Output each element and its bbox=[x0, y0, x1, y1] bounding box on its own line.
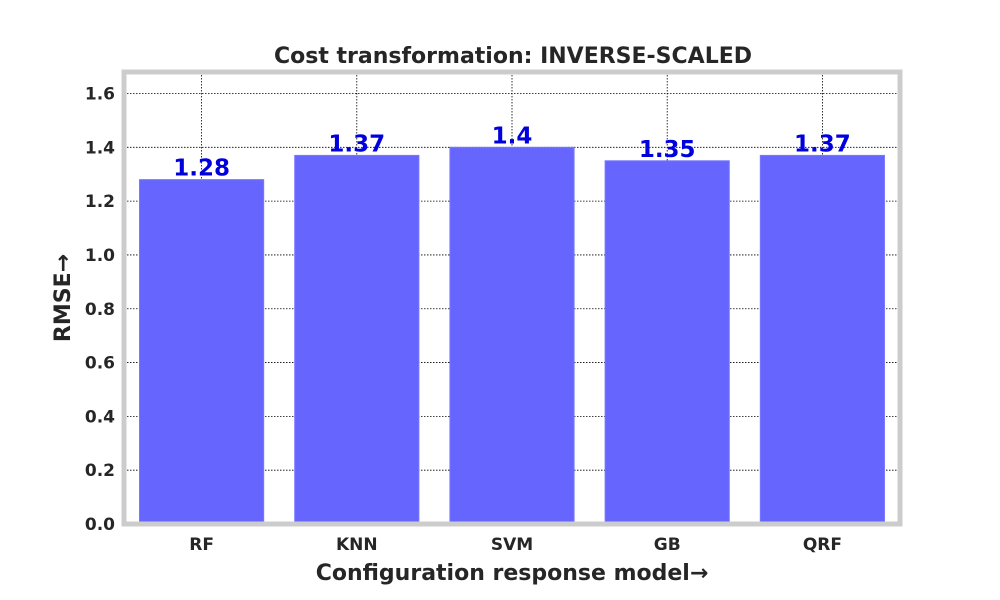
bar-rf bbox=[139, 179, 265, 525]
x-tick-label: GB bbox=[654, 535, 681, 555]
x-tick-label: RF bbox=[189, 535, 214, 555]
y-tick-label: 0.4 bbox=[85, 407, 115, 427]
y-tick-label: 1.0 bbox=[85, 246, 115, 266]
bar-qrf bbox=[759, 154, 885, 525]
x-tick-label: KNN bbox=[336, 535, 378, 555]
y-tick-label: 1.6 bbox=[85, 85, 115, 105]
data-label: 1.28 bbox=[173, 156, 230, 182]
bar-knn bbox=[294, 154, 420, 525]
bar-gb bbox=[604, 160, 730, 525]
x-axis-label: Configuration response model→ bbox=[316, 561, 709, 586]
y-tick-label: 1.2 bbox=[85, 192, 115, 212]
data-label: 1.35 bbox=[639, 137, 696, 163]
bars bbox=[139, 146, 885, 525]
x-axis-ticks: RF KNN SVM GB QRF bbox=[189, 535, 842, 555]
data-label: 1.4 bbox=[492, 123, 533, 149]
y-tick-label: 0.8 bbox=[85, 300, 115, 320]
y-tick-label: 0.2 bbox=[85, 461, 115, 481]
data-label: 1.37 bbox=[328, 131, 385, 157]
y-axis-label: RMSE→ bbox=[51, 254, 76, 342]
data-label: 1.37 bbox=[794, 131, 851, 157]
y-tick-label: 0.6 bbox=[85, 354, 115, 374]
y-tick-label: 1.4 bbox=[85, 138, 115, 158]
y-axis-ticks: 0.0 0.2 0.4 0.6 0.8 1.0 1.2 1.4 1.6 bbox=[85, 85, 115, 535]
chart-title: Cost transformation: INVERSE-SCALED bbox=[274, 44, 752, 69]
bar-svm bbox=[449, 146, 575, 525]
y-tick-label: 0.0 bbox=[85, 515, 115, 535]
data-labels: 1.28 1.37 1.4 1.35 1.37 bbox=[173, 123, 851, 181]
x-tick-label: SVM bbox=[491, 535, 533, 555]
plot-frame bbox=[121, 69, 903, 527]
x-tick-label: QRF bbox=[803, 535, 842, 555]
